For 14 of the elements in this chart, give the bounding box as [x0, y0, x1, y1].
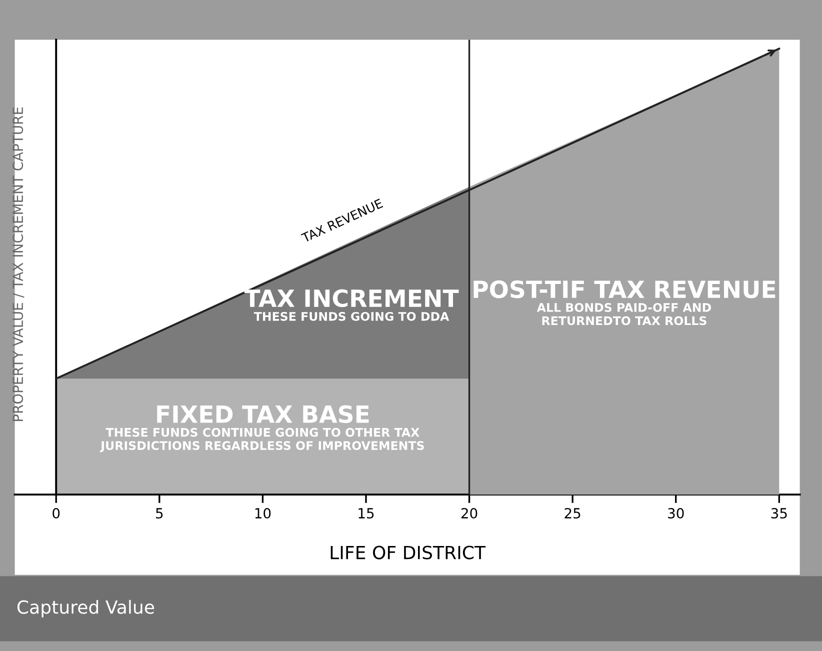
x-axis-title: LIFE OF DISTRICT: [330, 546, 486, 560]
x-tick-label: 15: [358, 508, 374, 519]
x-tick-label: 5: [156, 508, 163, 519]
x-tick-label: 35: [771, 508, 787, 519]
annotation: FIXED TAX BASE THESE FUNDS CONTINUE GOING TO OTHER TAX JURISDICTIONS REGARDLESS OF IMPROVEMENTS: [100, 405, 424, 452]
annotation: POST-TIF TAX REVENUE ALL BONDS PAID-OFF AND RETURNEDTO TAX ROLLS: [474, 280, 776, 326]
y-axis-title: PROPERTY VALUE / TAX INCREMENT CAPTURE: [12, 107, 24, 422]
x-tick-label: 0: [52, 508, 60, 519]
x-tick-label: 10: [255, 508, 271, 519]
x-tick-label: 30: [668, 508, 684, 519]
annotation: TAX INCREMENT THESE FUNDS GOING TO DDA: [244, 289, 459, 321]
text: Captured Value: [17, 600, 154, 618]
x-tick-label: 20: [461, 508, 478, 519]
x-tick-label: 25: [564, 508, 580, 519]
